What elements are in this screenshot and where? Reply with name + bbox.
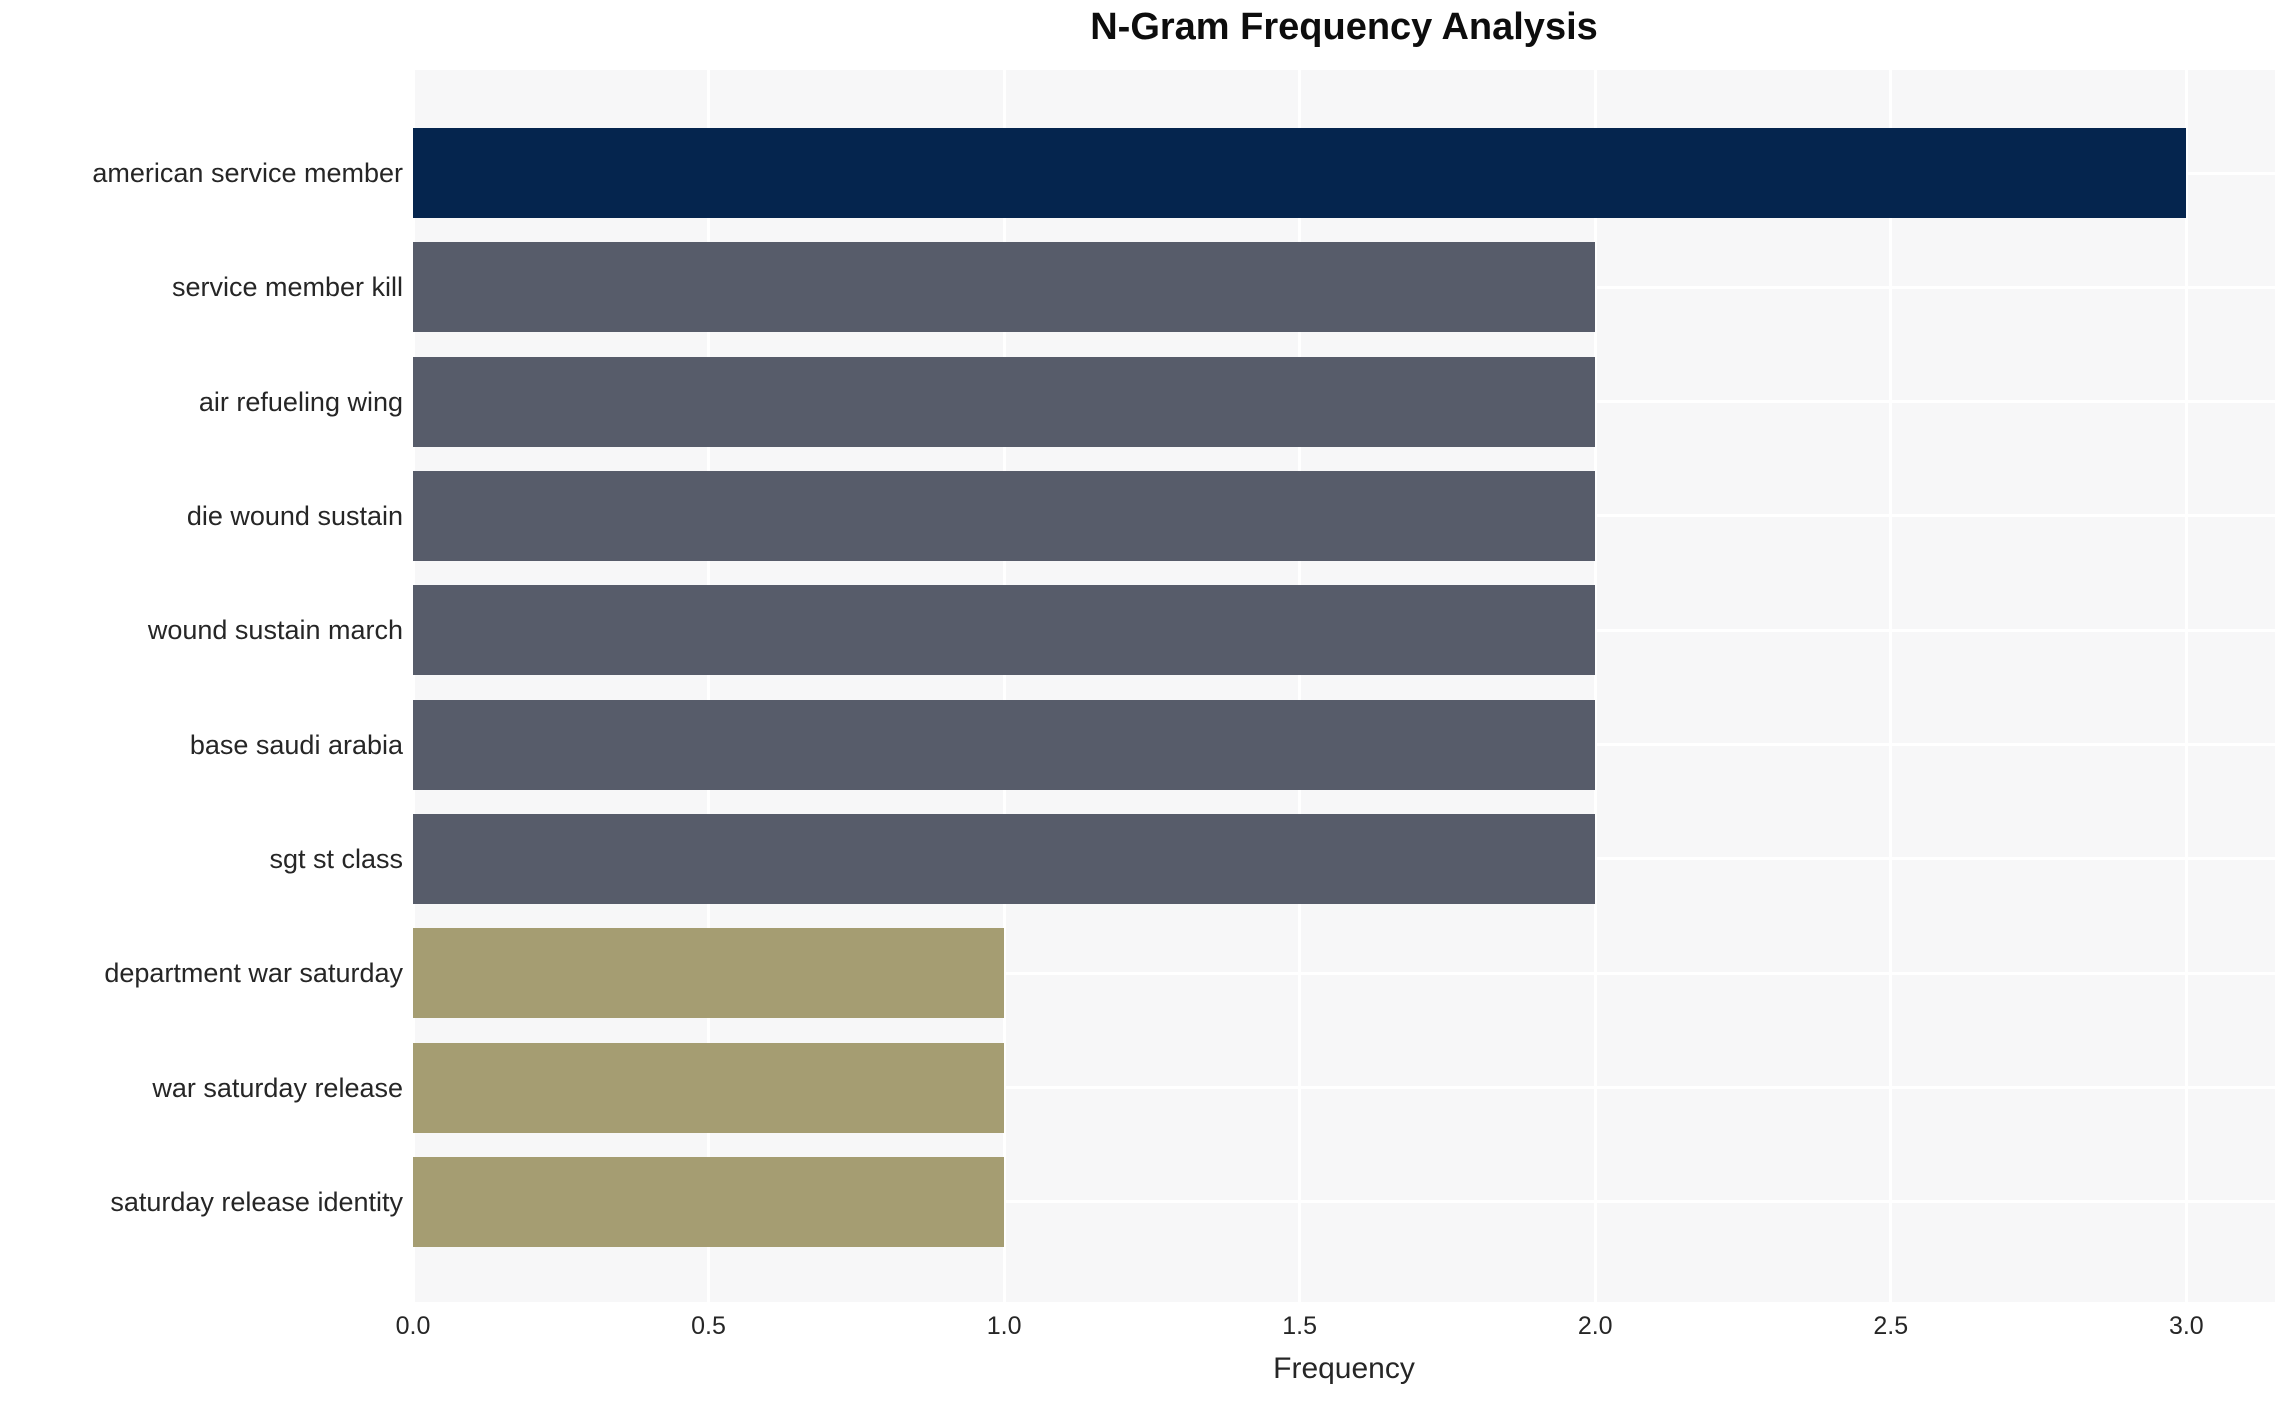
x-tick-label: 2.5: [1873, 1312, 1909, 1340]
vertical-gridline: [1002, 70, 1006, 1302]
bar: [413, 242, 1596, 333]
bar: [413, 585, 1596, 676]
bar: [413, 1156, 1005, 1247]
y-tick-label: die wound sustain: [186, 500, 403, 531]
vertical-gridline: [1889, 70, 1893, 1302]
bar: [413, 356, 1596, 447]
y-tick-label: war saturday release: [152, 1072, 403, 1103]
x-tick-label: 0.5: [691, 1312, 726, 1340]
vertical-gridline: [411, 70, 415, 1302]
bar: [413, 128, 2187, 218]
x-tick-label: 3.0: [2168, 1312, 2204, 1340]
vertical-gridline: [1298, 70, 1302, 1302]
bar: [413, 699, 1596, 790]
x-axis-ticks: 0.0 0.5 1.0 1.5 2.0 2.5 3.0: [0, 1312, 2293, 1346]
x-tick-label: 1.5: [1282, 1312, 1318, 1340]
horizontal-gridline: [413, 971, 2275, 975]
y-tick-label: department war saturday: [104, 958, 403, 989]
y-tick-label: wound sustain march: [147, 615, 403, 646]
y-tick-label: sgt st class: [269, 843, 403, 874]
horizontal-gridline: [413, 1200, 2275, 1204]
plot-area: [411, 70, 2275, 1302]
y-tick-label: service member kill: [171, 272, 403, 303]
bar: [413, 1042, 1005, 1133]
x-tick-label: 2.0: [1577, 1312, 1613, 1340]
vertical-gridline: [1593, 70, 1597, 1302]
vertical-gridline: [707, 70, 711, 1302]
bar: [413, 470, 1596, 561]
y-tick-label: air refueling wing: [198, 386, 403, 417]
bar: [413, 928, 1005, 1019]
chart-title: N-Gram Frequency Analysis: [1090, 6, 1598, 48]
horizontal-gridline: [413, 1086, 2275, 1090]
y-tick-label: base saudi arabia: [189, 729, 403, 760]
x-tick-label: 0.0: [395, 1312, 431, 1340]
y-axis-labels: american service member service member ki…: [0, 70, 403, 1302]
bar: [413, 813, 1596, 904]
y-tick-label: saturday release identity: [110, 1186, 403, 1217]
vertical-gridline: [2184, 70, 2188, 1302]
y-tick-label: american service member: [92, 158, 403, 188]
x-tick-label: 1.0: [986, 1312, 1022, 1340]
x-axis-title: Frequency: [1273, 1352, 1415, 1385]
